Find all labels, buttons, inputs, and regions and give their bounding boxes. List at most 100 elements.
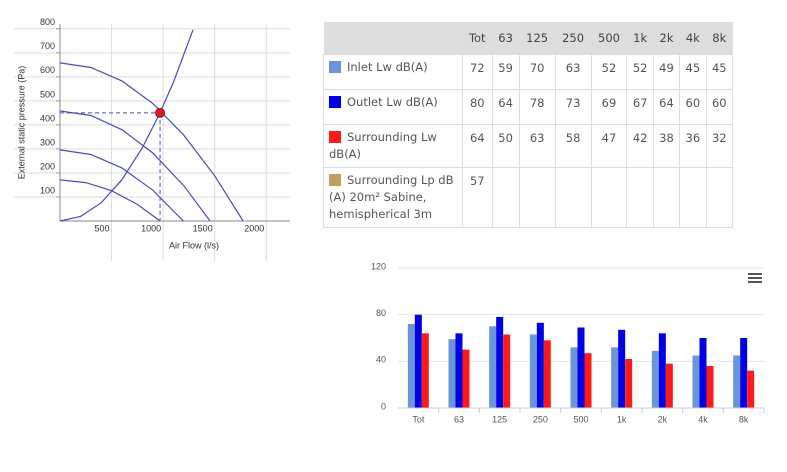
value-cell: 52 <box>590 54 628 90</box>
bar <box>651 350 659 408</box>
empty-cell <box>590 167 628 228</box>
corner <box>323 22 463 55</box>
table-row: Surrounding Lp dB (A) 20m² Sabine, hemis… <box>323 167 734 228</box>
bar <box>570 347 578 408</box>
y-tick-label: 120 <box>371 261 386 271</box>
value-cell: 70 <box>518 54 556 90</box>
column-header: 63 <box>492 22 520 55</box>
value-cell: 59 <box>491 54 520 90</box>
table-row: Surrounding Lw dB(A) 64 50 63 58 47 42 38 36 32 <box>323 124 734 168</box>
row-label: Inlet Lw dB(A) <box>347 60 428 74</box>
bar <box>618 329 626 408</box>
value-cell: 32 <box>705 124 734 168</box>
curve <box>59 110 211 222</box>
bar <box>529 334 537 408</box>
operating-point <box>155 107 165 118</box>
value-cell: 36 <box>679 124 707 168</box>
row-label-cell: Surrounding Lp dB (A) 20m² Sabine, hemis… <box>323 167 463 228</box>
x-tick-label: 2k <box>658 414 668 424</box>
bar <box>421 333 429 408</box>
row-label-cell: Inlet Lw dB(A) <box>323 54 463 90</box>
empty-cell <box>705 167 734 228</box>
table-row: Inlet Lw dB(A) 72 59 70 63 52 52 49 45 45 <box>323 54 734 90</box>
bar <box>692 355 700 408</box>
x-tick-label: 500 <box>95 223 110 233</box>
value-cell: 78 <box>518 89 556 125</box>
column-header: 1k <box>626 22 654 55</box>
x-tick-label: Tot <box>412 414 425 424</box>
column-header: 125 <box>519 22 556 55</box>
y-tick-label: 0 <box>381 401 386 411</box>
y-tick-label: 200 <box>40 161 55 171</box>
value-cell: 45 <box>679 54 707 90</box>
menu-icon-bar <box>748 277 762 279</box>
bar <box>577 327 585 408</box>
empty-cell <box>554 167 592 228</box>
x-axis-label: Air Flow (l/s) <box>169 240 219 250</box>
bar <box>489 326 497 408</box>
value-cell: 47 <box>590 124 628 168</box>
fan-chart: 100 200 300 400 500 600 700 800 500 1000 1500 2000 A… <box>14 17 290 261</box>
value-cell: 69 <box>590 89 628 125</box>
y-tick-label: 600 <box>40 65 55 75</box>
empty-cell <box>652 167 681 228</box>
curve <box>59 62 244 222</box>
value-cell: 60 <box>705 89 734 125</box>
menu-icon-bar <box>748 273 762 275</box>
bar <box>747 370 755 408</box>
bar <box>414 314 422 408</box>
empty-cell <box>518 167 556 228</box>
empty-cell <box>626 167 654 228</box>
value-cell: 38 <box>652 124 681 168</box>
x-tick-label: 4k <box>698 414 708 424</box>
curve <box>59 29 194 222</box>
value-cell: 60 <box>679 89 707 125</box>
y-tick-label: 800 <box>40 17 55 27</box>
y-tick-label: 40 <box>376 355 386 365</box>
bar <box>625 359 633 408</box>
x-tick-label: 1000 <box>141 223 161 233</box>
x-tick-label: 1k <box>617 414 627 424</box>
column-header: 250 <box>555 22 592 55</box>
value-cell: 63 <box>518 124 556 168</box>
bar <box>665 363 673 408</box>
y-tick-label: 400 <box>40 113 55 123</box>
row-label: Surrounding Lp dB (A) 20m² Sabine, hemis… <box>329 173 454 221</box>
bar <box>455 333 463 408</box>
column-header: 8k <box>706 22 733 55</box>
curve <box>59 179 161 222</box>
x-tick-label: 1500 <box>193 223 213 233</box>
menu-button[interactable] <box>748 273 762 283</box>
row-label-cell: Outlet Lw dB(A) <box>323 89 463 125</box>
sound-table: Tot 63 125 250 500 1k 2k 4k 8k Inlet Lw dB(A) 72 59… <box>323 22 734 228</box>
row-label: Outlet Lw dB(A) <box>347 95 438 109</box>
bar <box>658 333 666 408</box>
value-cell: 49 <box>652 54 681 90</box>
empty-cell <box>491 167 520 228</box>
y-axis-label: External static pressure (Pa) <box>16 66 26 180</box>
value-cell: 57 <box>462 167 493 228</box>
sound-chart: 0 40 80 120 Tot 63 125 250 500 1k 2k 4k 8k <box>371 261 765 424</box>
y-tick-label: 100 <box>40 185 55 195</box>
color-swatch <box>329 61 341 73</box>
empty-cell <box>679 167 707 228</box>
value-cell: 64 <box>491 89 520 125</box>
table-row: Outlet Lw dB(A) 80 64 78 73 69 67 64 60 60 <box>323 89 734 125</box>
value-cell: 42 <box>626 124 654 168</box>
bar <box>611 347 619 408</box>
bar <box>462 349 470 408</box>
value-cell: 64 <box>462 124 493 168</box>
header-row: Tot 63 125 250 500 1k 2k 4k 8k <box>323 22 733 55</box>
menu-icon-bar <box>748 281 762 283</box>
y-tick-label: 700 <box>40 41 55 51</box>
bar <box>706 366 714 408</box>
y-tick-label: 80 <box>376 308 386 318</box>
color-swatch <box>329 96 341 108</box>
bar <box>543 340 551 408</box>
column-header: Tot <box>462 22 493 55</box>
column-header: 500 <box>591 22 627 55</box>
value-cell: 67 <box>626 89 654 125</box>
value-cell: 64 <box>652 89 681 125</box>
color-swatch <box>329 174 341 186</box>
